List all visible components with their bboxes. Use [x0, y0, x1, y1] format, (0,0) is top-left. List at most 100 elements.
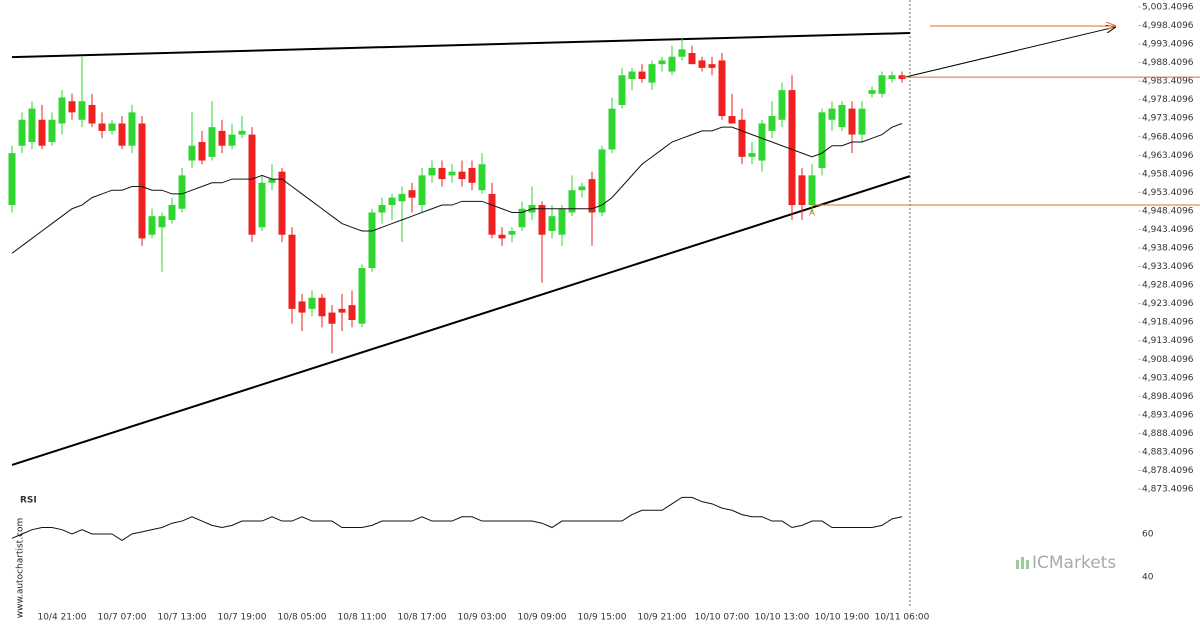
trend-line [11, 32, 911, 59]
y-tick-label: 4,983.4096 [1142, 77, 1194, 87]
candle-body [598, 149, 606, 213]
y-tick-label: 4,873.4096 [1142, 485, 1194, 495]
moving-average [11, 123, 903, 254]
y-tick-label: 4,888.4096 [1142, 429, 1194, 439]
candle-body [708, 64, 716, 68]
y-tick-label: 4,898.4096 [1142, 392, 1194, 402]
candle-body [398, 193, 406, 202]
candle-body [188, 145, 196, 161]
y-tick-label: 4,953.4096 [1142, 188, 1194, 198]
candle-body [178, 175, 186, 209]
x-tick-label: 10/8 05:00 [277, 613, 326, 623]
rsi-title: RSI [20, 496, 37, 506]
pattern-marker: A [809, 209, 816, 219]
trend-line [11, 175, 911, 466]
candle-body [458, 171, 466, 180]
candle-body [228, 134, 236, 146]
candle-body [538, 205, 546, 235]
y-tick-label: 4,918.4096 [1142, 318, 1194, 328]
candle-body [78, 101, 86, 120]
candle-body [778, 90, 786, 120]
candle-body [18, 119, 26, 146]
rsi-tick-label: 60 [1142, 529, 1154, 539]
y-tick-label: 4,883.4096 [1142, 447, 1194, 457]
candle-body [858, 108, 866, 135]
candle-body [358, 268, 366, 324]
y-tick-label: 4,933.4096 [1142, 262, 1194, 272]
y-tick-label: 4,993.4096 [1142, 40, 1194, 50]
candle-body [98, 123, 106, 131]
y-tick-label: 4,903.4096 [1142, 373, 1194, 383]
y-tick-label: 4,913.4096 [1142, 336, 1194, 346]
candle-body [268, 179, 276, 183]
candle-body [448, 171, 456, 176]
rsi-tick-label: 40 [1142, 573, 1154, 583]
y-tick-label: 4,928.4096 [1142, 281, 1194, 291]
candle-body [378, 205, 386, 213]
candle-body [308, 297, 316, 309]
candle-body [838, 104, 846, 128]
x-tick-label: 10/7 19:00 [217, 613, 266, 623]
projection-arrow [904, 27, 1115, 78]
y-tick-label: 4,893.4096 [1142, 410, 1194, 420]
candle-body [348, 305, 356, 320]
candle-body [738, 119, 746, 157]
candle-body [218, 130, 226, 146]
candle-body [238, 130, 246, 135]
x-tick-label: 10/4 21:00 [37, 613, 86, 623]
candle-body [318, 297, 326, 317]
candle-body [748, 153, 756, 157]
candle-body [508, 231, 516, 235]
candle-body [428, 167, 436, 176]
x-tick-label: 10/10 19:00 [815, 613, 870, 623]
candle-body [658, 60, 666, 65]
candle-body [438, 167, 446, 180]
candle-body [408, 190, 416, 198]
candle-body [478, 164, 486, 191]
y-tick-label: 4,973.4096 [1142, 114, 1194, 124]
candle-body [38, 119, 46, 146]
candle-body [388, 197, 396, 206]
rsi-line [11, 496, 903, 542]
candle-body [758, 123, 766, 161]
logo-icon [1016, 557, 1029, 569]
candle-body [328, 312, 336, 324]
candle-body [298, 301, 306, 313]
candle-body [668, 56, 676, 72]
y-tick-label: 4,943.4096 [1142, 225, 1194, 235]
candle-body [878, 75, 886, 94]
candle-body [488, 193, 496, 235]
candle-body [88, 104, 96, 124]
candle-body [258, 182, 266, 228]
candle-body [888, 75, 896, 79]
candle-body [28, 108, 36, 143]
candle-body [628, 71, 636, 79]
y-tick-label: 4,968.4096 [1142, 132, 1194, 142]
candle-body [68, 101, 76, 113]
candle-body [108, 123, 116, 131]
candle-body [8, 153, 16, 206]
candle-body [588, 179, 596, 213]
candle-body [868, 90, 876, 94]
logo: ICMarkets [1032, 553, 1116, 573]
x-tick-label: 10/9 09:00 [517, 613, 566, 623]
candle-body [828, 108, 836, 120]
x-tick-label: 10/7 07:00 [97, 613, 146, 623]
candle-body [648, 64, 656, 83]
x-tick-label: 10/10 13:00 [755, 613, 810, 623]
x-tick-label: 10/8 11:00 [337, 613, 386, 623]
candle-body [568, 190, 576, 213]
candle-body [678, 49, 686, 57]
candle-body [638, 71, 646, 79]
candle-body [208, 127, 216, 157]
candle-body [158, 216, 166, 228]
x-tick-label: 10/10 07:00 [695, 613, 750, 623]
candle-body [608, 108, 616, 150]
candle-body [128, 112, 136, 146]
x-tick-label: 10/8 17:00 [397, 613, 446, 623]
candle-body [248, 134, 256, 235]
y-tick-label: 4,938.4096 [1142, 244, 1194, 254]
candle-body [468, 167, 476, 183]
y-tick-label: 5,003.4096 [1142, 3, 1194, 13]
candle-body [48, 119, 56, 143]
